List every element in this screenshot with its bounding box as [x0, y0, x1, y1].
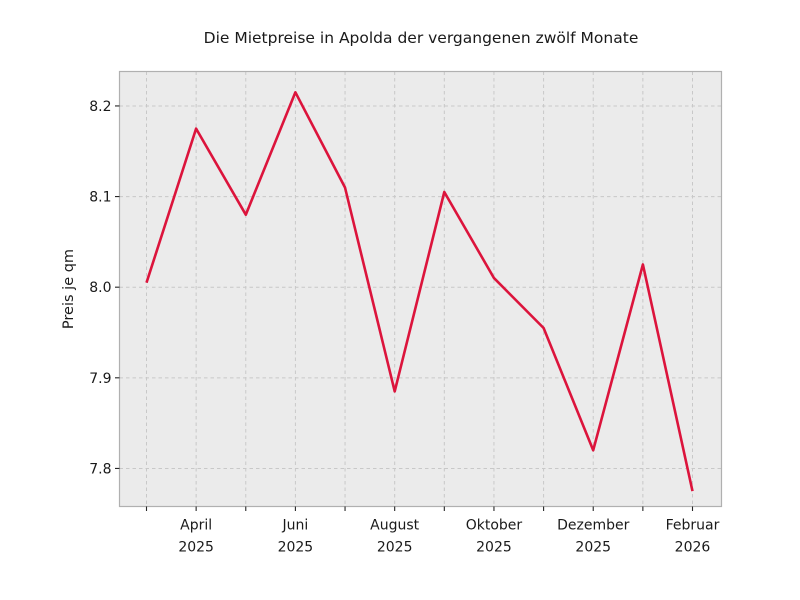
x-tick-sublabel: 2025	[476, 540, 512, 556]
x-tick-sublabel: 2025	[575, 540, 611, 556]
y-tick-label: 8.2	[89, 99, 111, 115]
y-tick-label: 7.8	[89, 461, 111, 477]
x-tick-sublabel: 2025	[178, 540, 214, 556]
x-tick-label: Oktober	[466, 518, 523, 534]
rent-price-line	[145, 91, 694, 492]
x-tick-label: Juni	[282, 518, 309, 534]
axis-frame	[118, 70, 723, 508]
x-tick-label: August	[370, 518, 420, 534]
x-tick-sublabel: 2025	[377, 540, 413, 556]
y-tick-label: 8.1	[89, 190, 111, 206]
y-tick-label: 7.9	[89, 371, 111, 387]
x-tick-label: Februar	[666, 518, 720, 534]
x-tick-label: Dezember	[557, 518, 629, 534]
chart-title: Die Mietpreise in Apolda der vergangenen…	[203, 29, 639, 47]
x-tick-label: April	[180, 518, 212, 534]
x-tick-sublabel: 2025	[278, 540, 314, 556]
y-tick-label: 8.0	[89, 280, 111, 296]
x-tick-sublabel: 2026	[675, 540, 711, 556]
